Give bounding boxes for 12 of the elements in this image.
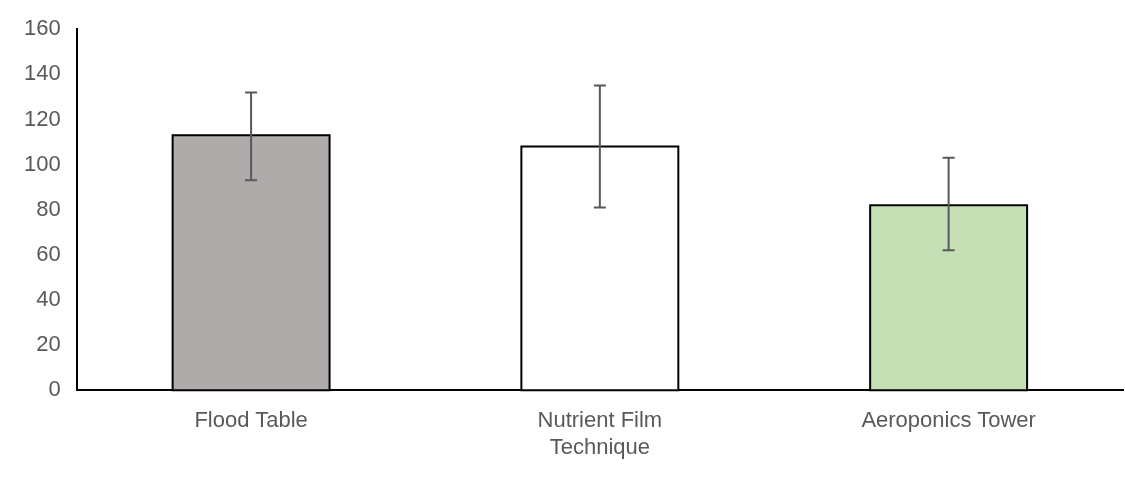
y-tick-label: 160 (23, 15, 61, 41)
x-tick-label: Flood Table (194, 407, 308, 433)
y-tick-label: 40 (36, 286, 61, 312)
x-tick-label: Aeroponics Tower (861, 407, 1036, 433)
y-tick-label: 140 (23, 60, 61, 86)
y-tick-label: 100 (23, 150, 61, 176)
y-tick-label: 60 (36, 240, 61, 266)
x-tick-label: Nutrient Film Technique (537, 407, 663, 459)
y-tick-label: 80 (36, 195, 61, 221)
y-tick-label: 0 (48, 376, 61, 402)
y-tick-label: 20 (36, 331, 61, 357)
y-tick-label: 120 (23, 105, 61, 131)
